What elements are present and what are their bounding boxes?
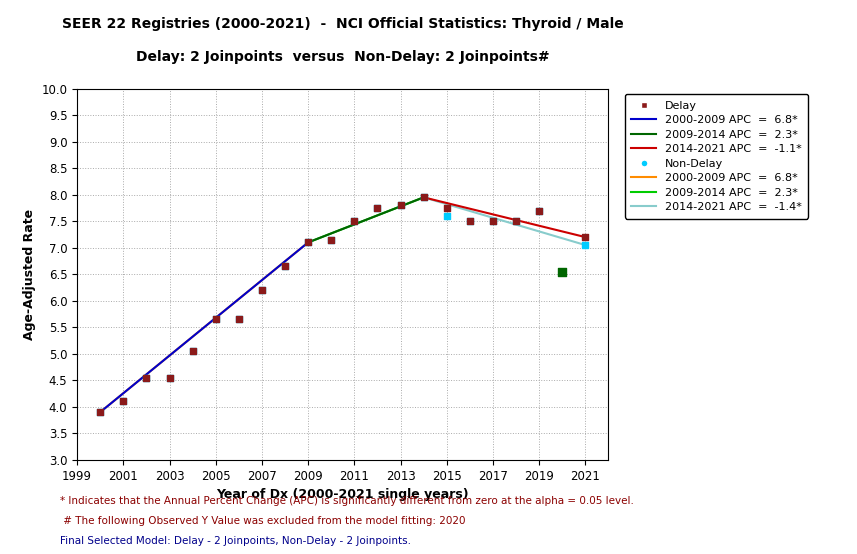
Text: Final Selected Model: Delay - 2 Joinpoints, Non-Delay - 2 Joinpoints.: Final Selected Model: Delay - 2 Joinpoin… bbox=[60, 536, 411, 546]
Point bbox=[463, 217, 476, 225]
Point bbox=[117, 397, 130, 406]
Text: # The following Observed Y Value was excluded from the model fitting: 2020: # The following Observed Y Value was exc… bbox=[60, 516, 465, 526]
Point bbox=[209, 315, 223, 324]
Point bbox=[232, 315, 246, 324]
Point bbox=[117, 397, 130, 406]
Point bbox=[255, 286, 269, 295]
Point bbox=[140, 373, 153, 382]
Point bbox=[93, 408, 107, 417]
Point bbox=[370, 203, 384, 212]
Point bbox=[347, 217, 361, 225]
Point bbox=[555, 267, 569, 276]
Point bbox=[325, 235, 339, 244]
Point bbox=[279, 262, 292, 271]
Point bbox=[93, 408, 107, 417]
Point bbox=[302, 238, 315, 247]
Point bbox=[486, 217, 500, 225]
Point bbox=[279, 262, 292, 271]
Point bbox=[393, 201, 407, 210]
Point bbox=[347, 217, 361, 225]
Point bbox=[393, 201, 407, 210]
Point bbox=[325, 235, 339, 244]
Point bbox=[440, 212, 453, 220]
Point bbox=[486, 217, 500, 225]
Point bbox=[578, 240, 592, 249]
Point bbox=[417, 193, 430, 202]
Point bbox=[163, 373, 177, 382]
Point bbox=[186, 347, 200, 356]
Point bbox=[509, 217, 523, 225]
Point bbox=[163, 373, 177, 382]
Point bbox=[417, 193, 430, 202]
Point bbox=[370, 203, 384, 212]
Point bbox=[255, 286, 269, 295]
Point bbox=[140, 373, 153, 382]
Point bbox=[532, 206, 546, 215]
Point bbox=[578, 233, 592, 242]
Point bbox=[532, 206, 546, 215]
Point bbox=[232, 315, 246, 324]
Point bbox=[440, 203, 453, 212]
Text: SEER 22 Registries (2000-2021)  -  NCI Official Statistics: Thyroid / Male: SEER 22 Registries (2000-2021) - NCI Off… bbox=[62, 17, 624, 30]
Point bbox=[186, 347, 200, 356]
X-axis label: Year of Dx (2000-2021 single years): Year of Dx (2000-2021 single years) bbox=[217, 488, 469, 501]
Y-axis label: Age-Adjusted Rate: Age-Adjusted Rate bbox=[23, 209, 36, 340]
Point bbox=[463, 217, 476, 225]
Text: Delay: 2 Joinpoints  versus  Non-Delay: 2 Joinpoints#: Delay: 2 Joinpoints versus Non-Delay: 2 … bbox=[136, 50, 549, 64]
Text: * Indicates that the Annual Percent Change (APC) is significantly different from: * Indicates that the Annual Percent Chan… bbox=[60, 496, 634, 506]
Point bbox=[209, 315, 223, 324]
Point bbox=[509, 217, 523, 225]
Legend: Delay, 2000-2009 APC  =  6.8*, 2009-2014 APC  =  2.3*, 2014-2021 APC  =  -1.1*, : Delay, 2000-2009 APC = 6.8*, 2009-2014 A… bbox=[625, 94, 808, 219]
Point bbox=[302, 238, 315, 247]
